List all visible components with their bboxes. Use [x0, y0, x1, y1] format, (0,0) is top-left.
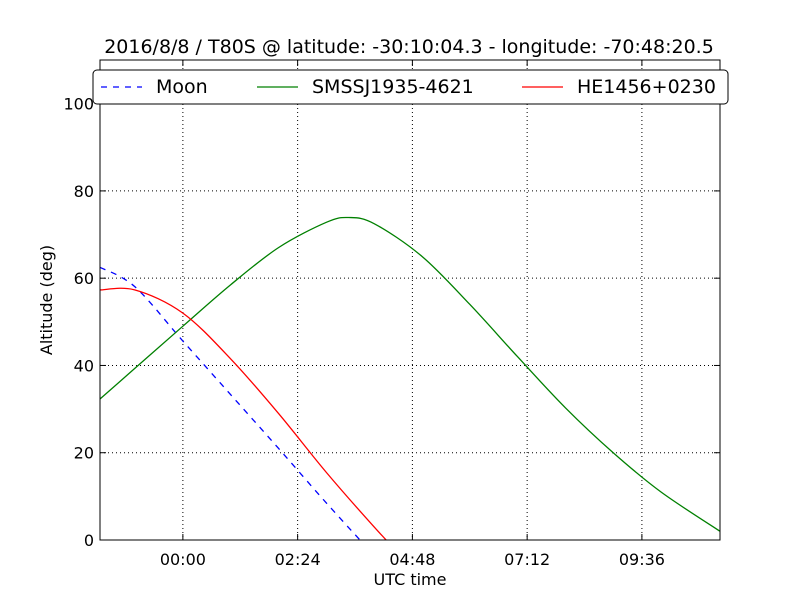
x-tick-label: 02:24: [275, 550, 321, 569]
y-tick-label: 20: [74, 444, 94, 463]
y-tick-labels: 0 20 40 60 80 100: [63, 95, 94, 550]
x-axis-title: UTC time: [374, 570, 447, 589]
series-line-he1456-0230: [100, 287, 387, 540]
legend-label-smssj1935-4621: SMSSJ1935-4621: [312, 76, 474, 98]
legend-label-he1456-0230: HE1456+0230: [577, 76, 716, 98]
series-line-smssj1935-4621: [100, 216, 720, 532]
x-tick-label: 07:12: [504, 550, 550, 569]
y-tick-label: 60: [74, 269, 94, 288]
plot-frame: [99, 59, 721, 541]
x-tick-label: 04:48: [389, 550, 435, 569]
x-tick-label: 09:36: [619, 550, 665, 569]
x-tick-label: 00:00: [160, 550, 206, 569]
y-tick-label: 100: [63, 95, 94, 114]
y-tick-label: 40: [74, 356, 94, 375]
plot-area: [100, 60, 720, 540]
x-tick-labels: 00:00 02:24 04:48 07:12 09:36: [160, 550, 665, 569]
series-lines: [100, 216, 720, 540]
chart-title: 2016/8/8 / T80S @ latitude: -30:10:04.3 …: [104, 36, 714, 58]
legend-frame: [92, 69, 729, 105]
y-tick-label: 0: [84, 531, 94, 550]
y-axis-title: Altitude (deg): [37, 245, 56, 355]
y-tick-label: 80: [74, 182, 94, 201]
legend-label-moon: Moon: [156, 76, 208, 98]
legend: Moon SMSSJ1935-4621 HE1456+0230: [92, 69, 729, 105]
series-line-moon: [100, 266, 361, 540]
